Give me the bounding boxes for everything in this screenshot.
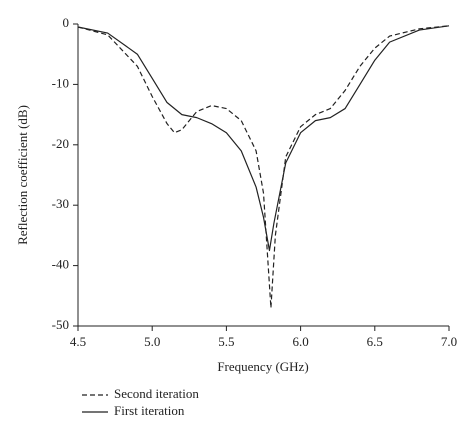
x-axis-label: Frequency (GHz) — [217, 359, 308, 374]
y-tick-label: -50 — [52, 317, 69, 332]
y-tick-label: -40 — [52, 257, 69, 272]
x-tick-label: 6.0 — [292, 334, 308, 349]
x-tick-label: 4.5 — [70, 334, 86, 349]
legend-label: First iteration — [114, 403, 185, 418]
y-tick-label: -20 — [52, 136, 69, 151]
x-tick-label: 7.0 — [441, 334, 457, 349]
y-axis-label: Reflection coefficient (dB) — [15, 105, 30, 245]
x-tick-label: 5.5 — [218, 334, 234, 349]
x-tick-label: 6.5 — [367, 334, 383, 349]
x-tick-label: 5.0 — [144, 334, 160, 349]
line-series — [77, 25, 450, 309]
y-tick-label: 0 — [63, 15, 70, 30]
line-series — [77, 25, 450, 252]
y-tick-label: -30 — [52, 196, 69, 211]
y-tick-label: -10 — [52, 75, 69, 90]
legend-label: Second iteration — [114, 386, 199, 401]
